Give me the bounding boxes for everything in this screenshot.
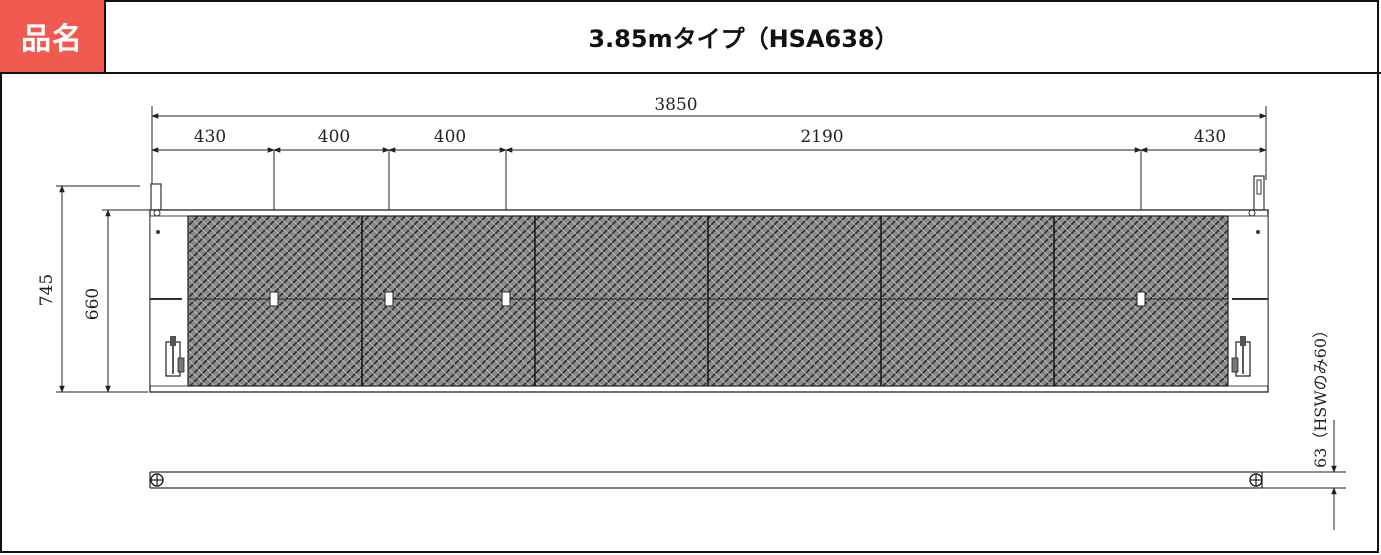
segment-5-label: 430	[1194, 127, 1226, 147]
segment-3-label: 400	[434, 127, 466, 147]
product-name-label: 品名	[21, 22, 83, 57]
header: 品名 3.85mタイプ（HSA638）	[0, 0, 1381, 74]
overall-length-dimension: 3850	[151, 95, 1267, 192]
height-outer-label: 745	[37, 274, 57, 306]
product-title: 3.85mタイプ（HSA638）	[588, 24, 899, 53]
thickness-note: 63（HSWのみ60）	[1311, 322, 1330, 468]
title-cell: 3.85mタイプ（HSA638）	[106, 0, 1381, 74]
height-dimensions: 745 660	[37, 185, 150, 393]
latch-left	[165, 336, 185, 377]
segment-2-label: 400	[318, 127, 350, 147]
overall-length-label: 3850	[654, 95, 697, 115]
plank-side-view: 63（HSWのみ60）	[149, 322, 1346, 530]
technical-drawing: 3850 430 400 400 2190 430 745 660	[37, 95, 1346, 530]
segment-1-label: 430	[194, 127, 226, 147]
plank-plan-view	[149, 175, 1269, 393]
product-name-label-cell: 品名	[0, 0, 106, 74]
height-inner-label: 660	[83, 288, 103, 320]
latch-right	[1231, 336, 1251, 377]
segment-4-label: 2190	[800, 127, 843, 147]
